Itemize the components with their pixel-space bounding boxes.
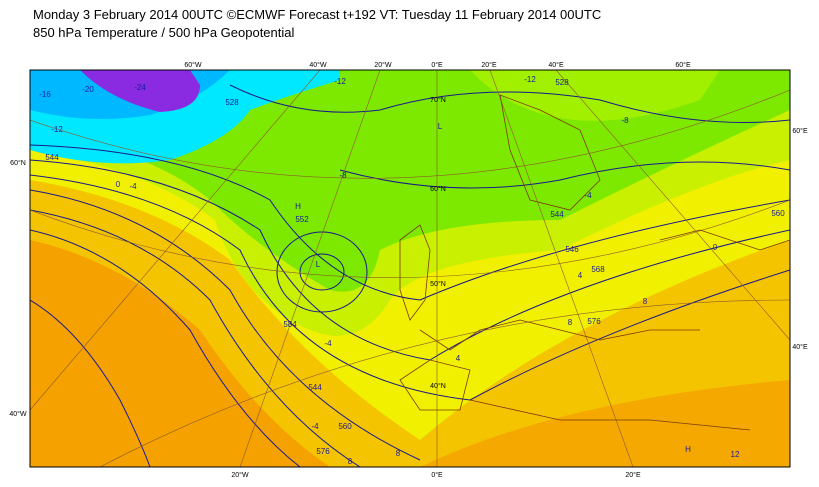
contour-label: 8 [568, 318, 573, 327]
contour-label: -4 [311, 422, 319, 431]
contour-label: -12 [51, 125, 63, 134]
contour-label: 8 [643, 297, 648, 306]
contour-label: L [438, 122, 443, 131]
contour-label: 576 [587, 317, 601, 326]
graticule-label: 70°N [430, 96, 446, 104]
contour-label: -4 [129, 182, 137, 191]
contour-label: -4 [584, 191, 592, 200]
coastlines [399, 94, 790, 431]
contour-label: -20 [82, 85, 94, 94]
graticule-label: 0°E [431, 61, 443, 69]
subtitle-line: 850 hPa Temperature / 500 hPa Geopotenti… [33, 25, 295, 40]
graticule-label: 60°N [10, 159, 26, 167]
contour-label: 568 [591, 265, 605, 274]
title-line: Monday 3 February 2014 00UTC ©ECMWF Fore… [33, 7, 602, 22]
contour-label: -16 [39, 90, 51, 99]
lime-area [470, 70, 720, 121]
contour-label: -4 [324, 339, 332, 348]
graticule-label: 40°E [792, 343, 808, 351]
contour-label: L [316, 260, 321, 269]
graticule-label: 40°N [430, 382, 446, 390]
contour-label: 0 [713, 243, 718, 252]
contour-label: 528 [555, 78, 569, 87]
graticule [30, 70, 790, 467]
graticule-label: 40°W [309, 61, 327, 69]
contour-label: -12 [334, 77, 346, 86]
graticule-label: 60°N [430, 185, 446, 193]
contour-label: 552 [295, 215, 309, 224]
graticule-label: 20°W [374, 61, 392, 69]
graticule-label: 60°E [675, 61, 691, 69]
contour-label: -8 [339, 171, 347, 180]
contour-label: 546 [565, 245, 579, 254]
contour-label: 544 [45, 153, 59, 162]
purple-area [80, 70, 200, 112]
contour-label: 4 [578, 271, 583, 280]
frame [29, 69, 791, 468]
graticule-label: 20°W [231, 471, 249, 479]
warm-area [420, 380, 790, 467]
contour-label: -8 [621, 116, 629, 125]
contour-label: H [685, 445, 691, 454]
graticule-label: 40°W [9, 410, 27, 418]
graticule-label: 60°E [792, 127, 808, 135]
contour-label: 544 [550, 210, 564, 219]
shading [30, 70, 790, 467]
graticule-label: 0°E [431, 471, 443, 479]
contour-label: H [295, 202, 301, 211]
contour-label: 544 [308, 383, 322, 392]
contour-label: 576 [316, 447, 330, 456]
warm-area [30, 240, 330, 467]
contour-label: 560 [771, 209, 785, 218]
graticule-label: 60°W [184, 61, 202, 69]
contour-label: 528 [225, 98, 239, 107]
contour-label: -24 [134, 83, 146, 92]
graticule-label: 20°E [625, 471, 641, 479]
contours [30, 84, 790, 467]
contour-label: 0 [116, 180, 121, 189]
graticule-label: 40°E [548, 61, 564, 69]
contour-label: 584 [283, 320, 297, 329]
contour-label: 8 [396, 449, 401, 458]
graticule-label: 50°N [430, 280, 446, 288]
contour-label: 560 [338, 422, 352, 431]
graticule-label: 20°E [481, 61, 497, 69]
labels: 60°W 40°W 20°W 0°E 20°E 40°E 60°E 20°W 0°E 20°E 60… [9, 61, 808, 479]
header: Monday 3 February 2014 00UTC ©ECMWF Fore… [33, 6, 601, 42]
contour-label: 12 [731, 450, 740, 459]
contour-label: 8 [348, 457, 353, 466]
contour-label: -12 [524, 75, 536, 84]
contour-label: 4 [456, 354, 461, 363]
